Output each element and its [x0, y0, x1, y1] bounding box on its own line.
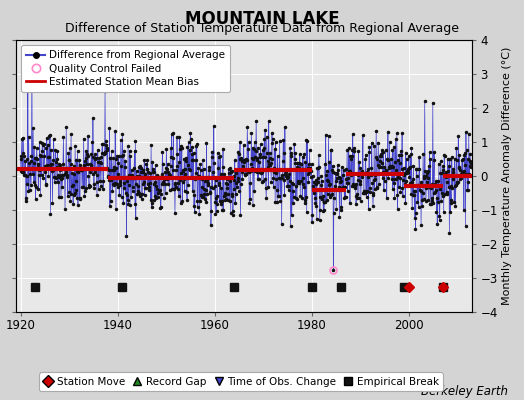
Y-axis label: Monthly Temperature Anomaly Difference (°C): Monthly Temperature Anomaly Difference (…	[502, 47, 512, 305]
Legend: Station Move, Record Gap, Time of Obs. Change, Empirical Break: Station Move, Record Gap, Time of Obs. C…	[39, 372, 443, 391]
Text: MOUNTAIN LAKE: MOUNTAIN LAKE	[184, 10, 340, 28]
Text: Berkeley Earth: Berkeley Earth	[421, 385, 508, 398]
Legend: Difference from Regional Average, Quality Control Failed, Estimated Station Mean: Difference from Regional Average, Qualit…	[21, 45, 230, 92]
Text: Difference of Station Temperature Data from Regional Average: Difference of Station Temperature Data f…	[65, 22, 459, 35]
